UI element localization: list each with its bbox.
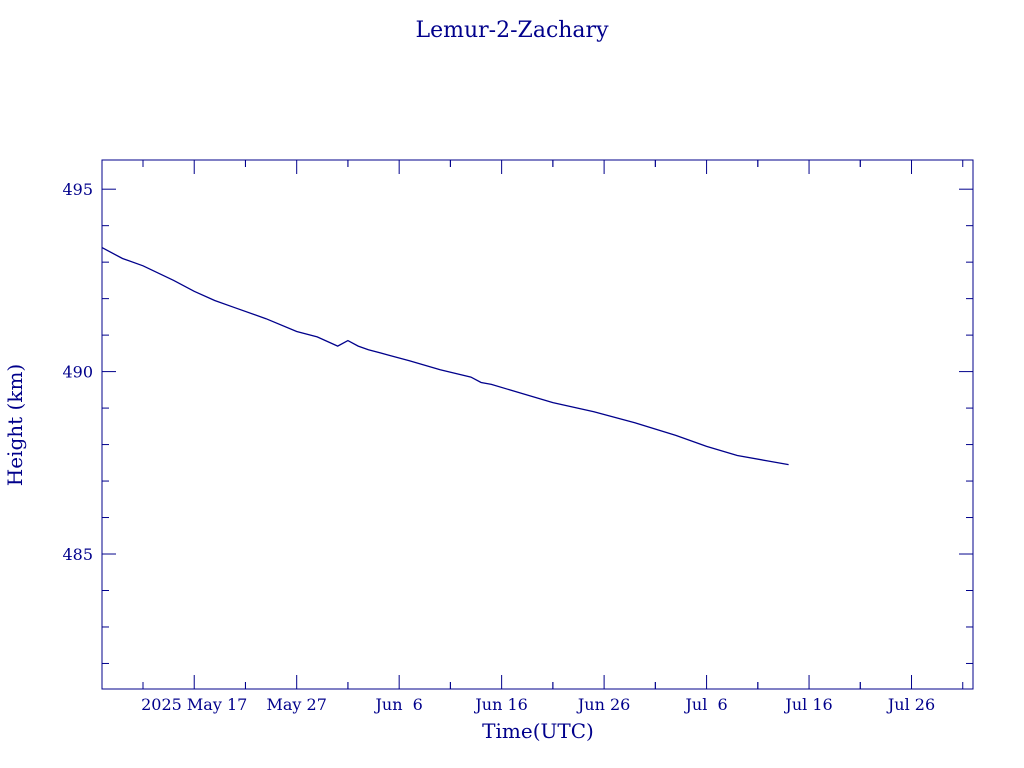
- y-tick-labels: 485 490 495: [62, 180, 93, 564]
- x-tick-label: Jul 26: [886, 695, 935, 714]
- x-tick-labels: 2025 May 17 May 27 Jun 6 Jun 16 Jun 26 Jul 6 J…: [141, 695, 935, 714]
- x-tick-label: 2025 May 17: [141, 695, 247, 714]
- y-tick-label: 495: [62, 180, 93, 199]
- x-tick-label: Jun 16: [473, 695, 527, 714]
- x-tick-label: Jun 26: [576, 695, 630, 714]
- x-axis-label: Time(UTC): [482, 719, 594, 743]
- y-tick-label: 490: [62, 363, 93, 382]
- x-tick-label: Jul 6: [683, 695, 727, 714]
- y-tick-label: 485: [62, 545, 93, 564]
- series-line-1: [101, 247, 789, 466]
- chart-title: Lemur-2-Zachary: [416, 18, 610, 43]
- series-layer: [101, 247, 789, 466]
- y-axis-label: Height (km): [3, 364, 27, 486]
- x-tick-label: May 27: [266, 695, 326, 714]
- x-tick-label: Jul 16: [783, 695, 832, 714]
- plot-frame: [101, 159, 974, 690]
- axis-ticks: [102, 160, 973, 689]
- x-tick-label: Jun 6: [373, 695, 422, 714]
